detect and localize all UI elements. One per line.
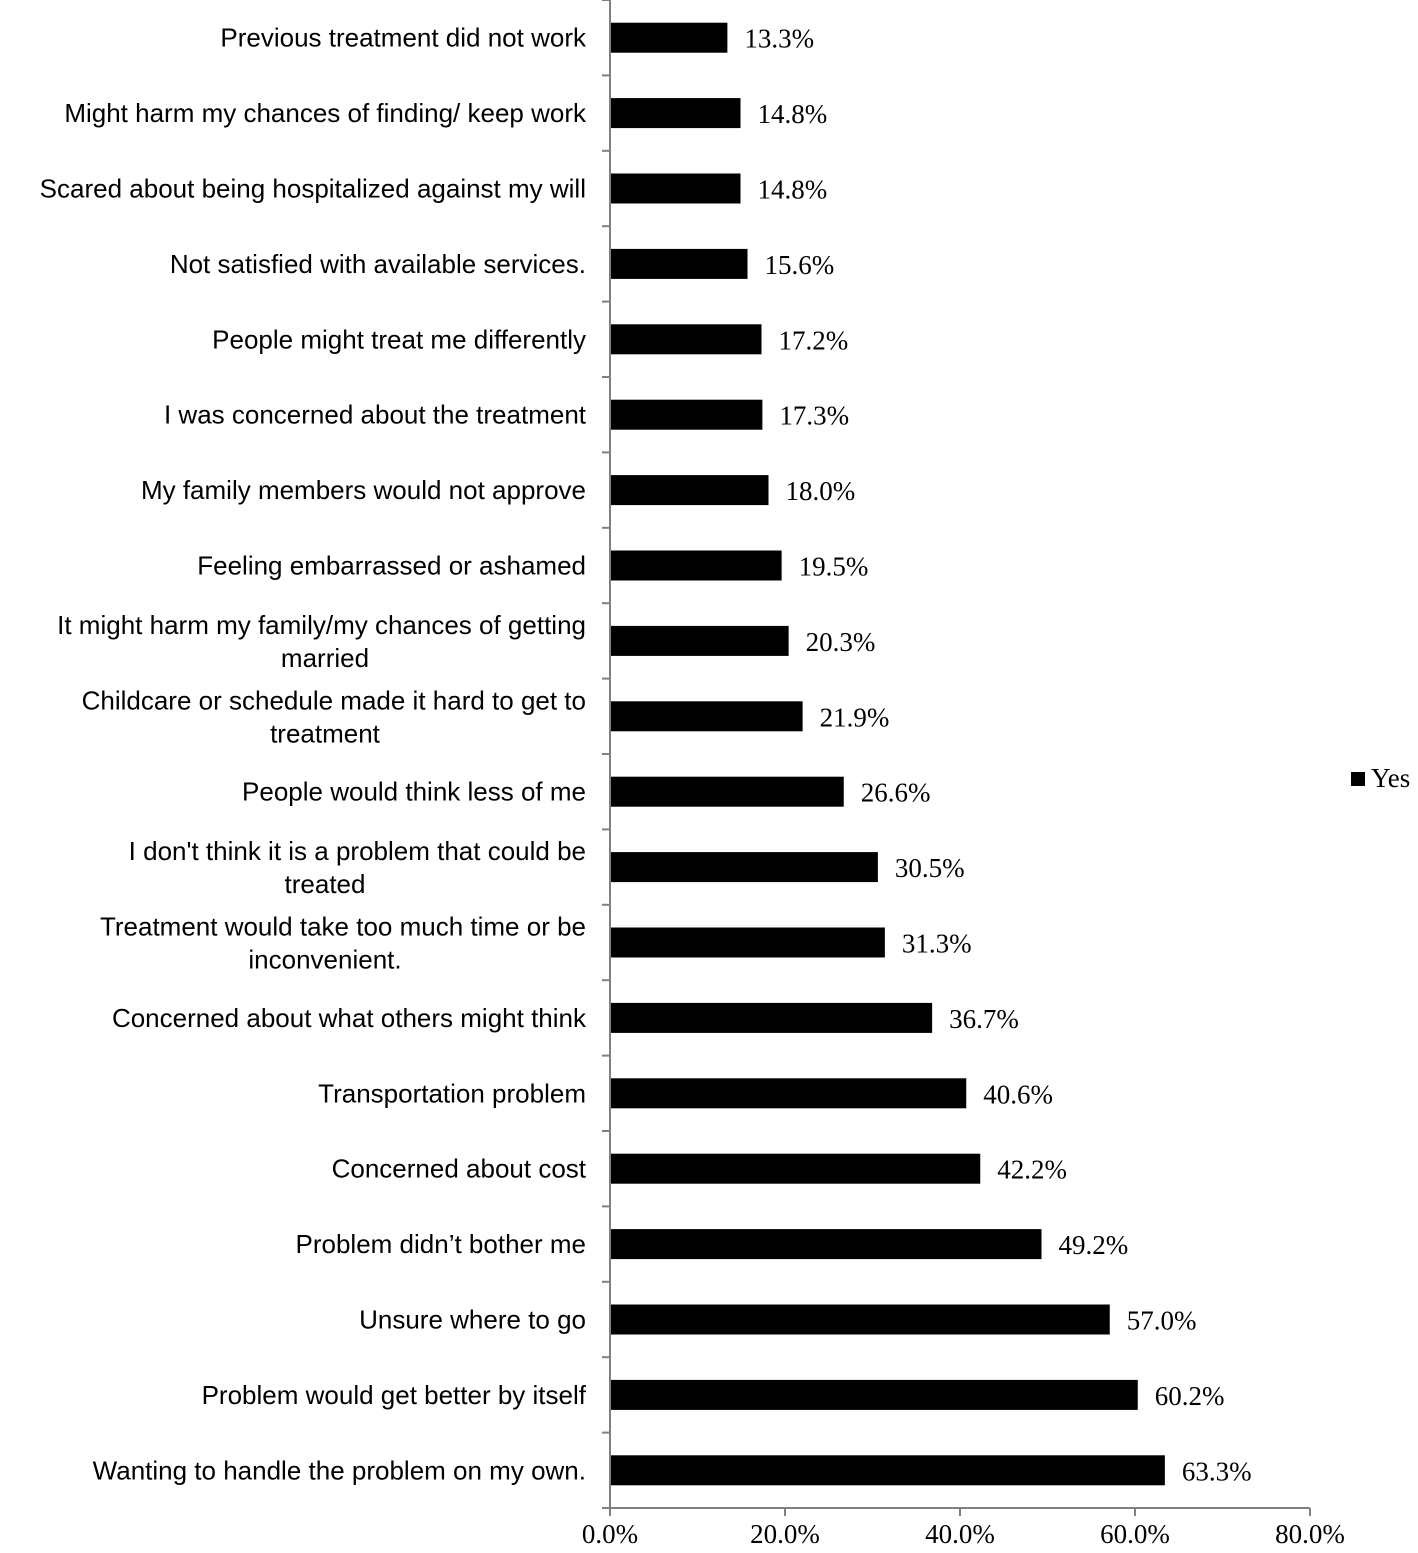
bar (611, 399, 763, 430)
category-labels: Previous treatment did not work Might har… (40, 23, 587, 1486)
value-label: 17.3% (779, 401, 849, 431)
value-label: 57.0% (1127, 1306, 1197, 1336)
bar (611, 1304, 1110, 1335)
bar (611, 22, 728, 53)
x-tick-label: 40.0% (925, 1519, 995, 1549)
axes: 0.0% 20.0% 40.0% 60.0% 80.0% (582, 0, 1345, 1549)
bar (611, 98, 741, 129)
category-label: Might harm my chances of finding/ keep w… (64, 98, 587, 128)
legend: Yes (1351, 763, 1410, 793)
category-label: I don't think it is a problem that could… (129, 836, 586, 899)
value-label: 14.8% (758, 99, 828, 129)
value-label: 26.6% (861, 778, 931, 808)
value-label: 19.5% (799, 552, 869, 582)
category-label: Problem didn’t bother me (296, 1229, 586, 1259)
category-label: Wanting to handle the problem on my own. (93, 1455, 586, 1485)
bar (611, 1379, 1138, 1410)
category-label: Childcare or schedule made it hard to ge… (82, 685, 586, 748)
value-label: 13.3% (744, 24, 814, 54)
x-tick-label: 60.0% (1100, 1519, 1170, 1549)
category-label: People would think less of me (242, 777, 586, 807)
value-label: 30.5% (895, 853, 965, 883)
bar (611, 625, 789, 656)
category-label: I was concerned about the treatment (164, 400, 587, 430)
bars-group (611, 22, 1165, 1486)
category-label: It might harm my family/my chances of ge… (57, 610, 586, 673)
value-label: 21.9% (820, 702, 890, 732)
value-label: 14.8% (758, 175, 828, 205)
bar (611, 173, 741, 204)
category-label: Concerned about what others might think (112, 1003, 587, 1033)
category-label: Not satisfied with available services. (170, 249, 586, 279)
bar (611, 1002, 933, 1033)
value-label: 18.0% (786, 476, 856, 506)
bar (611, 550, 782, 581)
value-label: 63.3% (1182, 1456, 1252, 1486)
category-label: Scared about being hospitalized against … (40, 174, 586, 204)
bar (611, 1229, 1042, 1260)
bar (611, 1078, 967, 1109)
bar (611, 852, 878, 883)
value-label: 17.2% (779, 325, 849, 355)
bar (611, 927, 885, 958)
bar (611, 701, 803, 732)
category-label: Concerned about cost (332, 1154, 587, 1184)
category-label: My family members would not approve (141, 475, 586, 505)
value-labels: 13.3% 14.8% 14.8% 15.6% 17.2% 17.3% 18.0% 19.5%… (744, 24, 1251, 1487)
bar (611, 1153, 981, 1184)
legend-swatch (1351, 772, 1365, 786)
value-label: 42.2% (997, 1155, 1067, 1185)
value-label: 36.7% (949, 1004, 1019, 1034)
category-label: Previous treatment did not work (220, 23, 587, 53)
x-tick-label: 20.0% (750, 1519, 820, 1549)
bar (611, 1455, 1165, 1486)
bar (611, 776, 844, 807)
category-label: Treatment would take too much time or be… (100, 912, 586, 975)
category-label: Unsure where to go (359, 1305, 586, 1335)
x-tick-label: 80.0% (1275, 1519, 1345, 1549)
value-label: 31.3% (902, 929, 972, 959)
value-label: 60.2% (1155, 1381, 1225, 1411)
bar (611, 475, 769, 506)
value-label: 49.2% (1059, 1230, 1129, 1260)
category-label: Feeling embarrassed or ashamed (197, 551, 586, 581)
value-label: 15.6% (765, 250, 835, 280)
value-label: 40.6% (983, 1079, 1053, 1109)
category-label: Problem would get better by itself (202, 1380, 587, 1410)
bar (611, 324, 762, 355)
value-label: 20.3% (806, 627, 876, 657)
legend-label: Yes (1371, 763, 1410, 793)
category-label: People might treat me differently (212, 324, 586, 354)
bar (611, 248, 748, 279)
category-label: Transportation problem (318, 1078, 586, 1108)
x-tick-label: 0.0% (582, 1519, 638, 1549)
